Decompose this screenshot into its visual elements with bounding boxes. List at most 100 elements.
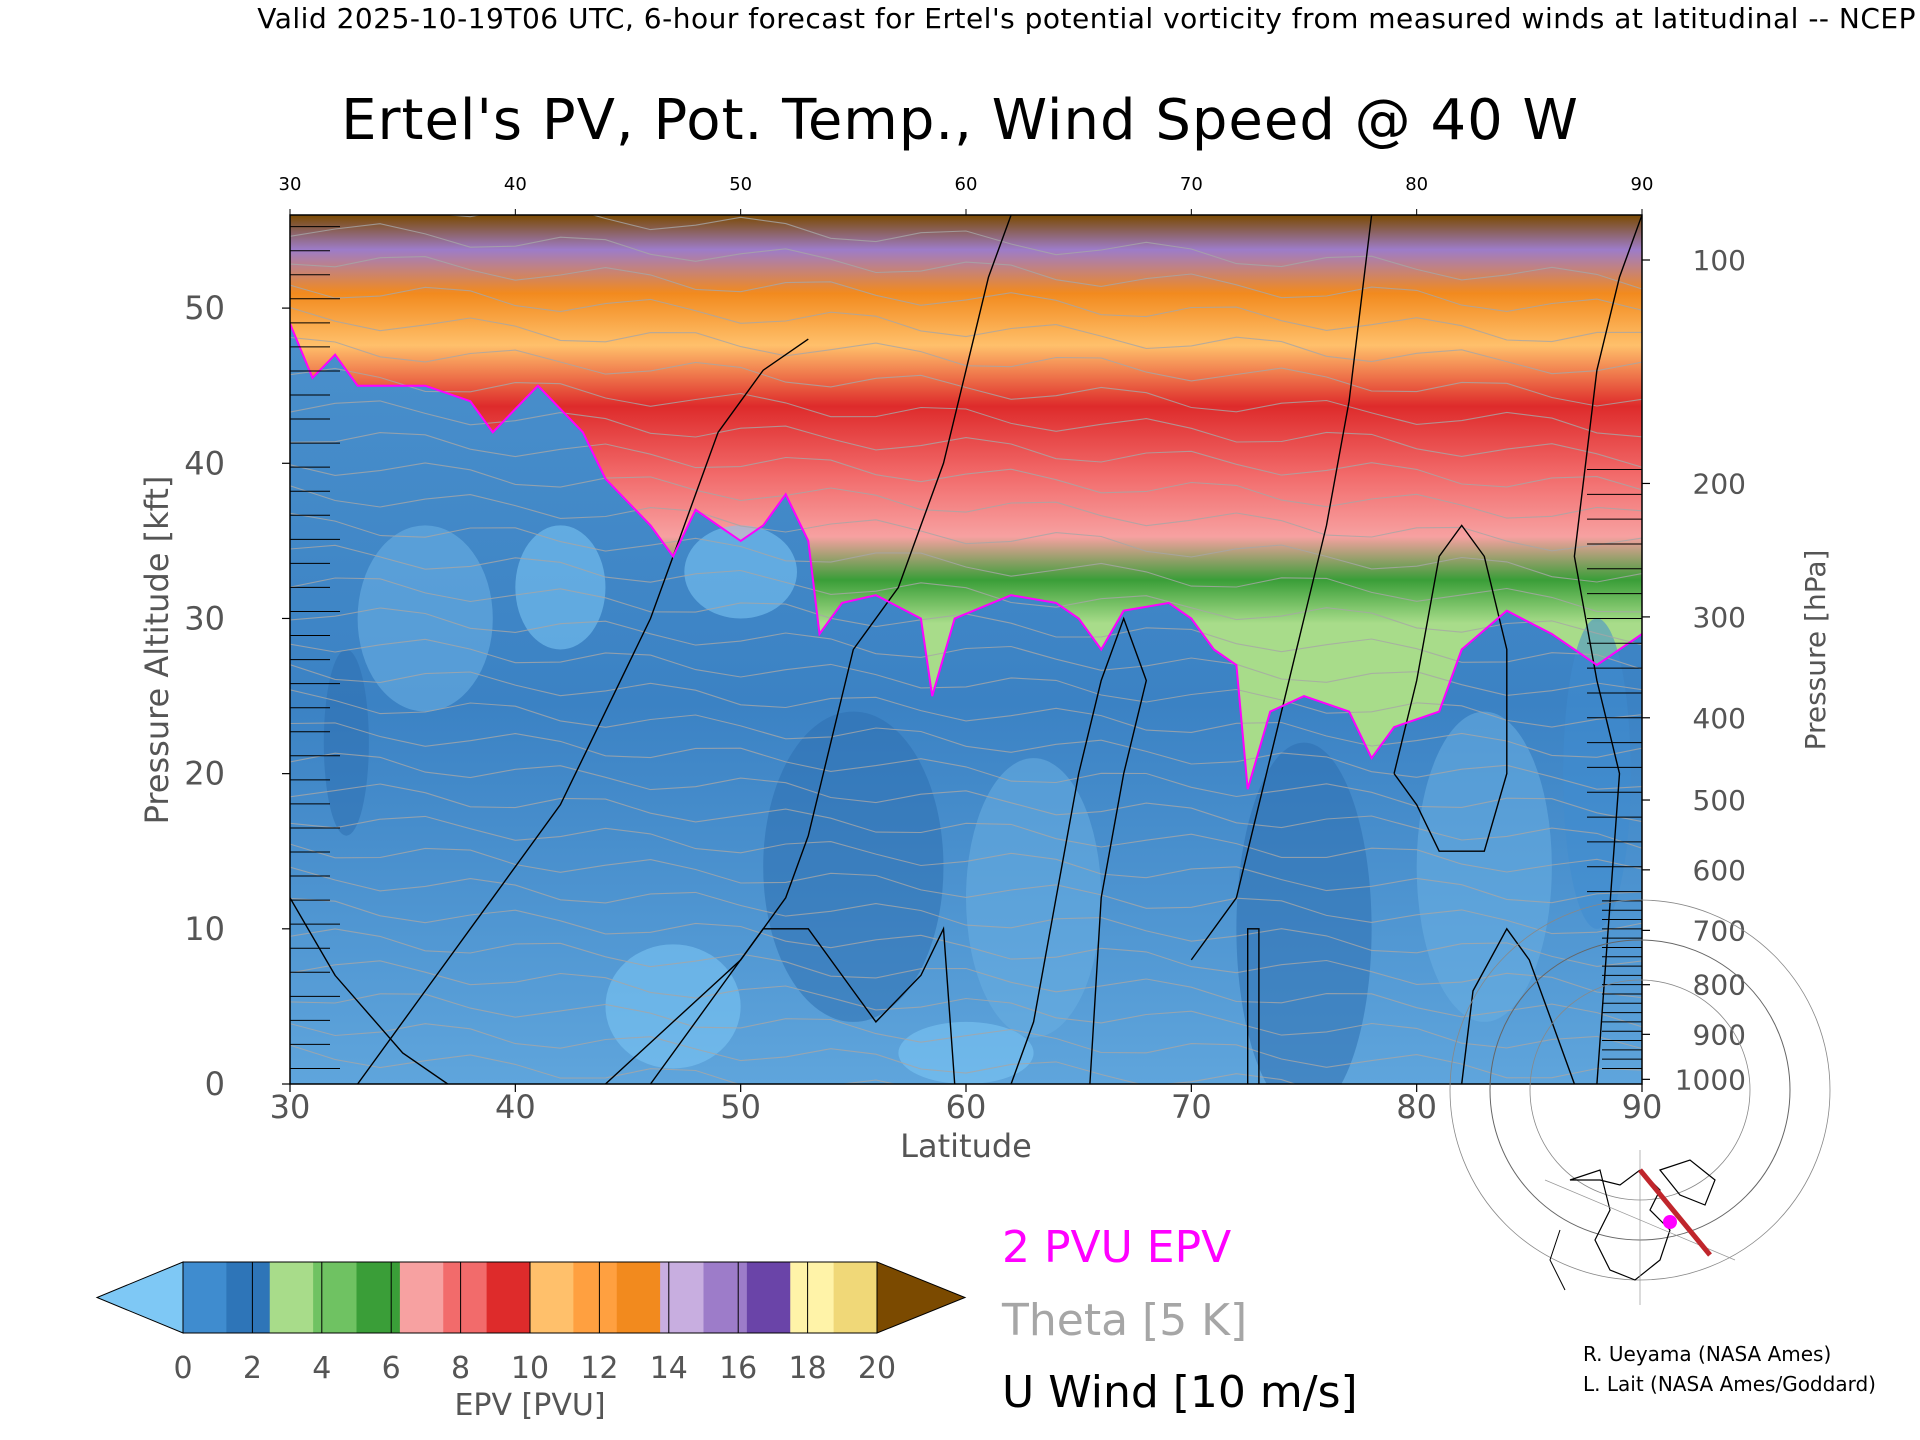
colorbar-tick-label: 0 <box>173 1351 192 1386</box>
pv-patch <box>323 649 369 836</box>
p-tick-label: 700 <box>1693 914 1746 947</box>
theta-contour <box>290 607 1642 696</box>
theta-contour <box>290 993 1642 1079</box>
theta-contour <box>290 306 1642 407</box>
wind-contour <box>1010 616 1148 1084</box>
wind-contour <box>290 897 449 1084</box>
altitude-minor-ticks <box>290 226 340 1069</box>
wind-contour <box>1247 928 1260 1084</box>
x-axis-bottom: 30 40 50 60 70 80 90 <box>270 1084 1663 1126</box>
theta-contour <box>290 1044 897 1084</box>
colorbar-swatch <box>703 1262 748 1333</box>
pv-patch <box>966 758 1102 1038</box>
pv-patch <box>515 525 606 650</box>
two-pvu-contour <box>290 323 1642 790</box>
colorbar-swatch <box>573 1262 618 1333</box>
p-tick-label: 200 <box>1693 467 1746 500</box>
theta-contour <box>290 462 1642 552</box>
x-tick-label: 90 <box>1622 1088 1663 1126</box>
wind-contour <box>1573 215 1642 1084</box>
pressure-minor-ticks <box>1587 468 1642 1069</box>
y-tick-label: 40 <box>184 444 225 482</box>
colorbar-swatch <box>183 1262 227 1333</box>
theta-contour <box>290 897 1642 999</box>
u-wind-contours <box>290 215 1642 1084</box>
theta-contour <box>290 432 1642 519</box>
pv-patch <box>1236 742 1372 1084</box>
theta-contour <box>290 256 1642 343</box>
x-top-tick-label: 50 <box>729 174 752 195</box>
plot-area <box>289 214 1643 1085</box>
theta-contour <box>290 336 1642 438</box>
wind-contour <box>649 926 956 1084</box>
y-axis-right: 100 200 300 400 500 600 700 800 900 1000 <box>1642 244 1746 1096</box>
colorbar-label: EPV [PVU] <box>454 1388 605 1423</box>
y-tick-label: 50 <box>184 289 225 327</box>
theta-contour <box>290 638 1642 728</box>
colorbar-swatch <box>790 1262 835 1333</box>
theta-contour <box>290 400 1642 491</box>
colorbar-swatch <box>313 1262 357 1333</box>
credit-ueyama: R. Ueyama (NASA Ames) <box>1583 1342 1831 1366</box>
x-tick-label: 60 <box>946 1088 987 1126</box>
colorbar-swatch <box>486 1262 531 1333</box>
colorbar-swatch <box>660 1262 704 1333</box>
y-tick-label: 10 <box>184 910 225 948</box>
colorbar-swatch <box>530 1262 574 1333</box>
colorbar-tick-label: 18 <box>789 1351 827 1386</box>
colorbar-low-arrow <box>95 1261 184 1334</box>
locator-map <box>1449 899 1831 1305</box>
x-tick-label: 70 <box>1171 1088 1212 1126</box>
y-tick-label: 20 <box>184 755 225 793</box>
chart-title: Ertel's PV, Pot. Temp., Wind Speed @ 40 … <box>341 88 1579 153</box>
colorbar-tick-label: 16 <box>719 1351 757 1386</box>
colorbar-tick-label: 8 <box>451 1351 470 1386</box>
colorbar-swatch <box>269 1262 314 1333</box>
colorbar-swatch <box>226 1262 271 1333</box>
pv-patch <box>605 944 741 1069</box>
theta-contour <box>290 689 1642 790</box>
y-axis-left: 0 10 20 30 40 50 <box>184 289 290 1103</box>
p-tick-label: 800 <box>1693 969 1746 1002</box>
x-tick-label: 80 <box>1396 1088 1437 1126</box>
p-tick-label: 600 <box>1693 854 1746 887</box>
credit-lait: L. Lait (NASA Ames/Goddard) <box>1583 1372 1876 1396</box>
y-tick-label: 30 <box>184 599 225 637</box>
theta-contour <box>290 284 1642 375</box>
wind-contour <box>1393 524 1508 852</box>
colorbar-swatch <box>443 1262 488 1333</box>
pv-patch <box>357 525 493 712</box>
wind-contour <box>357 338 809 1084</box>
p-tick-label: 300 <box>1693 601 1746 634</box>
x-tick-label: 30 <box>270 1088 311 1126</box>
theta-contour <box>290 960 1642 1050</box>
x-top-tick-label: 90 <box>1631 174 1654 195</box>
theta-contour <box>290 512 1642 613</box>
pv-patch <box>763 711 944 1022</box>
theta-contour <box>290 866 1642 967</box>
colorbar-swatch <box>616 1262 661 1333</box>
p-tick-label: 400 <box>1693 702 1746 735</box>
theta-contour <box>290 1023 1297 1084</box>
x-top-tick-label: 40 <box>504 174 527 195</box>
wind-contour <box>1190 215 1373 961</box>
theta-contour <box>290 722 1642 823</box>
x-tick-label: 50 <box>720 1088 761 1126</box>
theta-contour <box>290 928 1642 1028</box>
y-tick-label: 0 <box>205 1065 225 1103</box>
x-top-tick-label: 60 <box>955 174 978 195</box>
colorbar-tick-label: 6 <box>382 1351 401 1386</box>
theta-contour <box>290 752 1642 849</box>
theta-contour <box>290 485 1642 583</box>
x-top-tick-label: 70 <box>1180 174 1203 195</box>
theta-contour <box>290 367 1642 468</box>
colorbar-high-arrow <box>876 1261 967 1334</box>
p-tick-label: 100 <box>1693 244 1746 277</box>
legend-2pvu: 2 PVU EPV <box>1002 1222 1231 1273</box>
x-top-tick-label: 80 <box>1405 174 1428 195</box>
theta-contour <box>290 664 1642 758</box>
p-tick-label: 900 <box>1693 1018 1746 1051</box>
colorbar-swatch <box>356 1262 401 1333</box>
pv-patch <box>684 525 798 619</box>
